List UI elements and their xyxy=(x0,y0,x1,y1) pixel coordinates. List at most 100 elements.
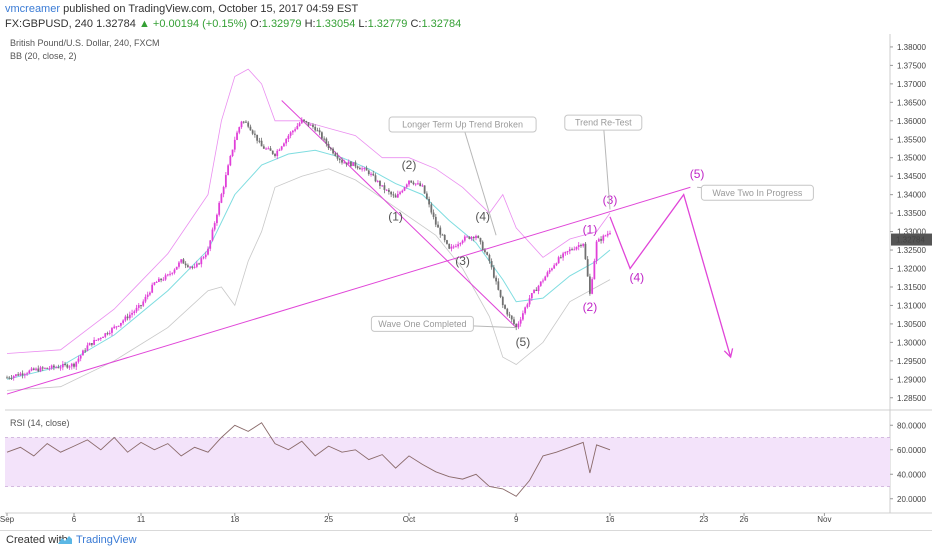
candle-body xyxy=(381,185,384,187)
candle-body xyxy=(218,202,221,215)
tradingview-logo-icon xyxy=(58,536,72,544)
candle-body xyxy=(211,229,214,241)
candle-body xyxy=(283,143,285,147)
candle-body xyxy=(82,350,84,356)
candle-body xyxy=(517,323,520,328)
candle-body xyxy=(73,363,75,367)
candle-body xyxy=(586,259,589,277)
candle-body xyxy=(216,214,218,224)
candle-body xyxy=(68,366,71,368)
low-label: L: xyxy=(358,18,368,30)
tradingview-link[interactable]: TradingView xyxy=(76,534,137,546)
candle-body xyxy=(350,161,352,167)
y-tick-label: 1.38000 xyxy=(897,43,926,52)
candle-body xyxy=(44,367,46,369)
candle-body xyxy=(568,249,571,252)
candle-body xyxy=(137,305,140,308)
candle-body xyxy=(39,367,42,372)
candle-body xyxy=(329,148,332,150)
projection-arrowhead xyxy=(723,348,734,359)
candle-body xyxy=(582,243,585,247)
candle-body xyxy=(314,126,317,131)
candle-body xyxy=(405,184,408,188)
bb-upper-line xyxy=(6,68,611,354)
candle-body xyxy=(6,377,8,379)
candle-body xyxy=(41,367,44,369)
y-tick-label: 1.34000 xyxy=(897,191,926,200)
candle-body xyxy=(399,192,401,194)
candle-body xyxy=(245,121,247,123)
candle-body xyxy=(247,122,250,127)
candle-body xyxy=(506,308,509,315)
candle-body xyxy=(240,121,243,128)
candle-body xyxy=(115,326,118,328)
up-arrow-icon: ▲ xyxy=(138,18,150,30)
candle-body xyxy=(15,374,17,377)
rsi-tick-label: 60.0000 xyxy=(897,446,926,455)
candle-body xyxy=(155,281,158,283)
candle-body xyxy=(589,276,591,294)
candle-body xyxy=(392,194,395,196)
candle-body xyxy=(12,376,15,379)
candle-body xyxy=(352,162,355,167)
y-tick-label: 1.35000 xyxy=(897,154,926,163)
candle-body xyxy=(338,158,341,161)
candle-body xyxy=(519,319,522,324)
candle-body xyxy=(140,305,142,307)
candle-body xyxy=(499,289,502,297)
candle-body xyxy=(303,119,305,122)
close-value: 1.32784 xyxy=(421,18,462,30)
candle-body xyxy=(242,121,245,123)
candle-body xyxy=(513,319,515,324)
y-tick-label: 1.28500 xyxy=(897,394,926,403)
candle-body xyxy=(528,298,531,305)
candle-body xyxy=(17,374,20,376)
candle-body xyxy=(191,266,194,268)
candle-body xyxy=(423,185,426,194)
candle-body xyxy=(180,259,183,263)
y-tick-label: 1.33000 xyxy=(897,228,926,237)
candle-body xyxy=(609,233,611,235)
candle-body xyxy=(446,240,448,244)
candle-body xyxy=(93,339,95,345)
wave-label: (3) xyxy=(455,254,470,268)
candle-body xyxy=(23,374,26,376)
candle-body xyxy=(19,373,22,376)
wave-label: (5) xyxy=(690,167,705,181)
candle-body xyxy=(61,363,64,368)
bb-basis-line xyxy=(6,149,611,380)
candle-body xyxy=(356,166,359,169)
candle-body xyxy=(455,246,457,248)
candle-body xyxy=(131,313,133,315)
candle-body xyxy=(606,233,609,236)
candle-body xyxy=(220,194,223,203)
candle-body xyxy=(133,311,136,314)
candle-body xyxy=(193,266,196,268)
candle-body xyxy=(120,322,122,326)
candle-body xyxy=(135,307,138,312)
candle-body xyxy=(421,185,424,187)
candle-body xyxy=(526,304,529,308)
candle-body xyxy=(48,368,51,370)
candle-body xyxy=(90,343,93,345)
candle-body xyxy=(495,277,497,282)
candle-body xyxy=(508,314,511,316)
candle-body xyxy=(591,279,594,294)
candle-body xyxy=(95,339,98,341)
annotation-text: Longer Term Up Trend Broken xyxy=(402,119,523,129)
candle-body xyxy=(533,289,535,294)
candle-body xyxy=(153,282,156,285)
author-link[interactable]: vmcreamer xyxy=(5,3,61,15)
candle-body xyxy=(428,198,430,205)
symbol-label[interactable]: FX:GBPUSD, 240 xyxy=(5,18,94,30)
candle-body xyxy=(597,239,600,242)
price-chart[interactable]: 1.38000 1.37500 1.37000 1.36500 1.36000 1.355… xyxy=(0,0,932,530)
high-label: H: xyxy=(304,18,316,30)
candle-body xyxy=(459,243,462,245)
open-value: 1.32979 xyxy=(261,18,302,30)
candle-body xyxy=(173,269,176,273)
candle-body xyxy=(566,251,569,253)
annotation-text: Trend Re-Test xyxy=(575,118,632,128)
x-tick-label: Oct xyxy=(403,515,416,524)
wave-label: (1) xyxy=(388,210,403,224)
